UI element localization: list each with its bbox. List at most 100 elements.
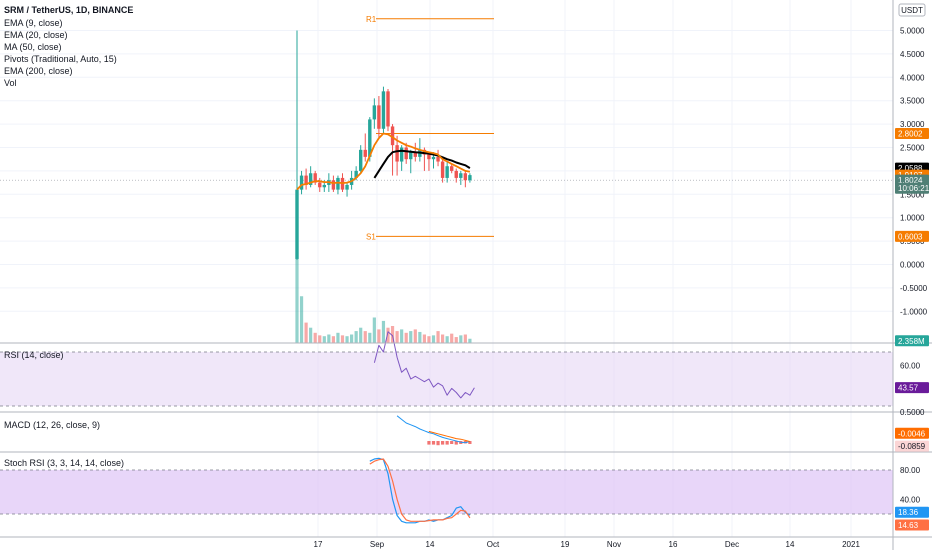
grid	[0, 0, 893, 537]
candle-body[interactable]	[345, 184, 349, 190]
price-axis-tick: 3.5000	[900, 97, 925, 106]
macd-title[interactable]: MACD (12, 26, close, 9)	[4, 420, 100, 430]
candle-body[interactable]	[454, 170, 458, 178]
macd-histogram-bar	[463, 441, 467, 444]
price-axis-tick: -1.0000	[900, 307, 928, 316]
price-axis-tick: 0.0000	[900, 261, 925, 270]
time-axis-tick: 17	[314, 540, 323, 549]
candle-body[interactable]	[313, 173, 317, 183]
time-axis-tick: Oct	[487, 540, 500, 549]
stoch-rsi-title[interactable]: Stoch RSI (3, 3, 14, 14, close)	[4, 458, 124, 468]
currency-badge-label: USDT	[901, 6, 923, 15]
legend-pivots[interactable]: Pivots (Traditional, Auto, 15)	[4, 54, 117, 64]
candle-body[interactable]	[399, 147, 404, 162]
candle-body[interactable]	[322, 184, 326, 188]
candle-body[interactable]	[331, 180, 336, 190]
volume-bar	[468, 338, 472, 343]
candle-body[interactable]	[413, 152, 417, 157]
price-tag	[895, 382, 929, 394]
legend-ema20[interactable]: EMA (20, close)	[4, 30, 68, 40]
candle-body[interactable]	[463, 173, 468, 181]
candle-body[interactable]	[404, 147, 408, 160]
volume-bar	[463, 334, 467, 343]
candle-body[interactable]	[468, 175, 472, 181]
candlesticks[interactable]	[295, 30, 472, 260]
volume-bar	[372, 317, 376, 343]
candle-body[interactable]	[363, 149, 367, 157]
candle-body[interactable]	[445, 166, 449, 178]
candle-body[interactable]	[299, 175, 304, 190]
price-axis-tick: 1.0000	[900, 214, 925, 223]
candle-body[interactable]	[390, 126, 395, 146]
volume-bar	[431, 335, 436, 343]
macd-series	[396, 415, 472, 446]
candle-body[interactable]	[431, 156, 436, 160]
volume-bar	[418, 331, 422, 343]
rsi-line	[373, 331, 475, 399]
legend-ema200[interactable]: EMA (200, close)	[4, 66, 73, 76]
volume-bar	[322, 336, 326, 343]
volume-bar	[350, 334, 354, 343]
currency-badge[interactable]: USDT	[898, 3, 926, 17]
volume-bar	[313, 332, 317, 343]
candle-body[interactable]	[368, 119, 372, 157]
candle-body[interactable]	[308, 173, 313, 185]
volume-bar	[450, 333, 454, 343]
candle-body[interactable]	[354, 170, 358, 178]
candle-body[interactable]	[336, 177, 340, 190]
time-axis-tick: Sep	[370, 540, 385, 549]
candle-body[interactable]	[409, 152, 413, 160]
candle-body[interactable]	[359, 149, 363, 171]
rsi-series	[373, 331, 475, 399]
signal-line	[428, 430, 471, 443]
stoch-axis-tick: 80.00	[900, 466, 921, 475]
candle-body[interactable]	[381, 91, 386, 129]
candle-body[interactable]	[386, 91, 390, 127]
volume-bar	[413, 329, 417, 343]
time-axis-tick: 19	[561, 540, 570, 549]
price-tag-label: -0.0046	[898, 429, 926, 438]
volume-bar	[436, 331, 440, 343]
ma50-line	[373, 149, 471, 179]
candle-body[interactable]	[395, 145, 399, 162]
candle-body[interactable]	[318, 182, 322, 188]
volume-bar	[400, 329, 404, 343]
rsi-title[interactable]: RSI (14, close)	[4, 350, 64, 360]
macd-histogram-bar	[427, 441, 431, 445]
volume-bars	[295, 258, 472, 343]
candle-body[interactable]	[436, 156, 440, 162]
volume-bar	[427, 336, 431, 343]
legend-ma50[interactable]: MA (50, close)	[4, 42, 62, 52]
price-tag-label: 1.8024	[898, 176, 923, 185]
macd-line	[396, 415, 471, 444]
candle-body[interactable]	[440, 161, 445, 178]
symbol-title[interactable]: SRM / TetherUS, 1D, BINANCE	[4, 5, 133, 15]
candle-body[interactable]	[377, 105, 381, 129]
candle-body[interactable]	[372, 105, 377, 120]
time-axis-tick: Dec	[725, 540, 739, 549]
volume-bar	[354, 331, 358, 343]
candle-body[interactable]	[450, 166, 454, 171]
macd-histogram-bar	[454, 441, 458, 445]
legend-ema9[interactable]: EMA (9, close)	[4, 18, 63, 28]
pivot-label: S1	[366, 232, 376, 241]
candle-body[interactable]	[304, 175, 308, 185]
candle-body[interactable]	[295, 189, 299, 259]
volume-bar	[359, 327, 363, 343]
price-tag-label: 43.57	[898, 384, 919, 393]
volume-bar	[331, 336, 335, 343]
price-tag	[895, 127, 929, 139]
price-axis-tick: 5.0000	[900, 27, 925, 36]
time-axis[interactable]: 17 Sep 14 Oct 19 Nov 16 Dec 14 2021	[314, 540, 861, 549]
volume-bar	[318, 335, 322, 343]
candle-body[interactable]	[459, 173, 463, 178]
legend-vol[interactable]: Vol	[4, 78, 17, 88]
price-tag-label: 2.358M	[898, 337, 925, 346]
candle-body[interactable]	[427, 154, 431, 160]
pivot-label: R1	[366, 15, 377, 24]
stoch-rsi-series	[369, 457, 471, 524]
